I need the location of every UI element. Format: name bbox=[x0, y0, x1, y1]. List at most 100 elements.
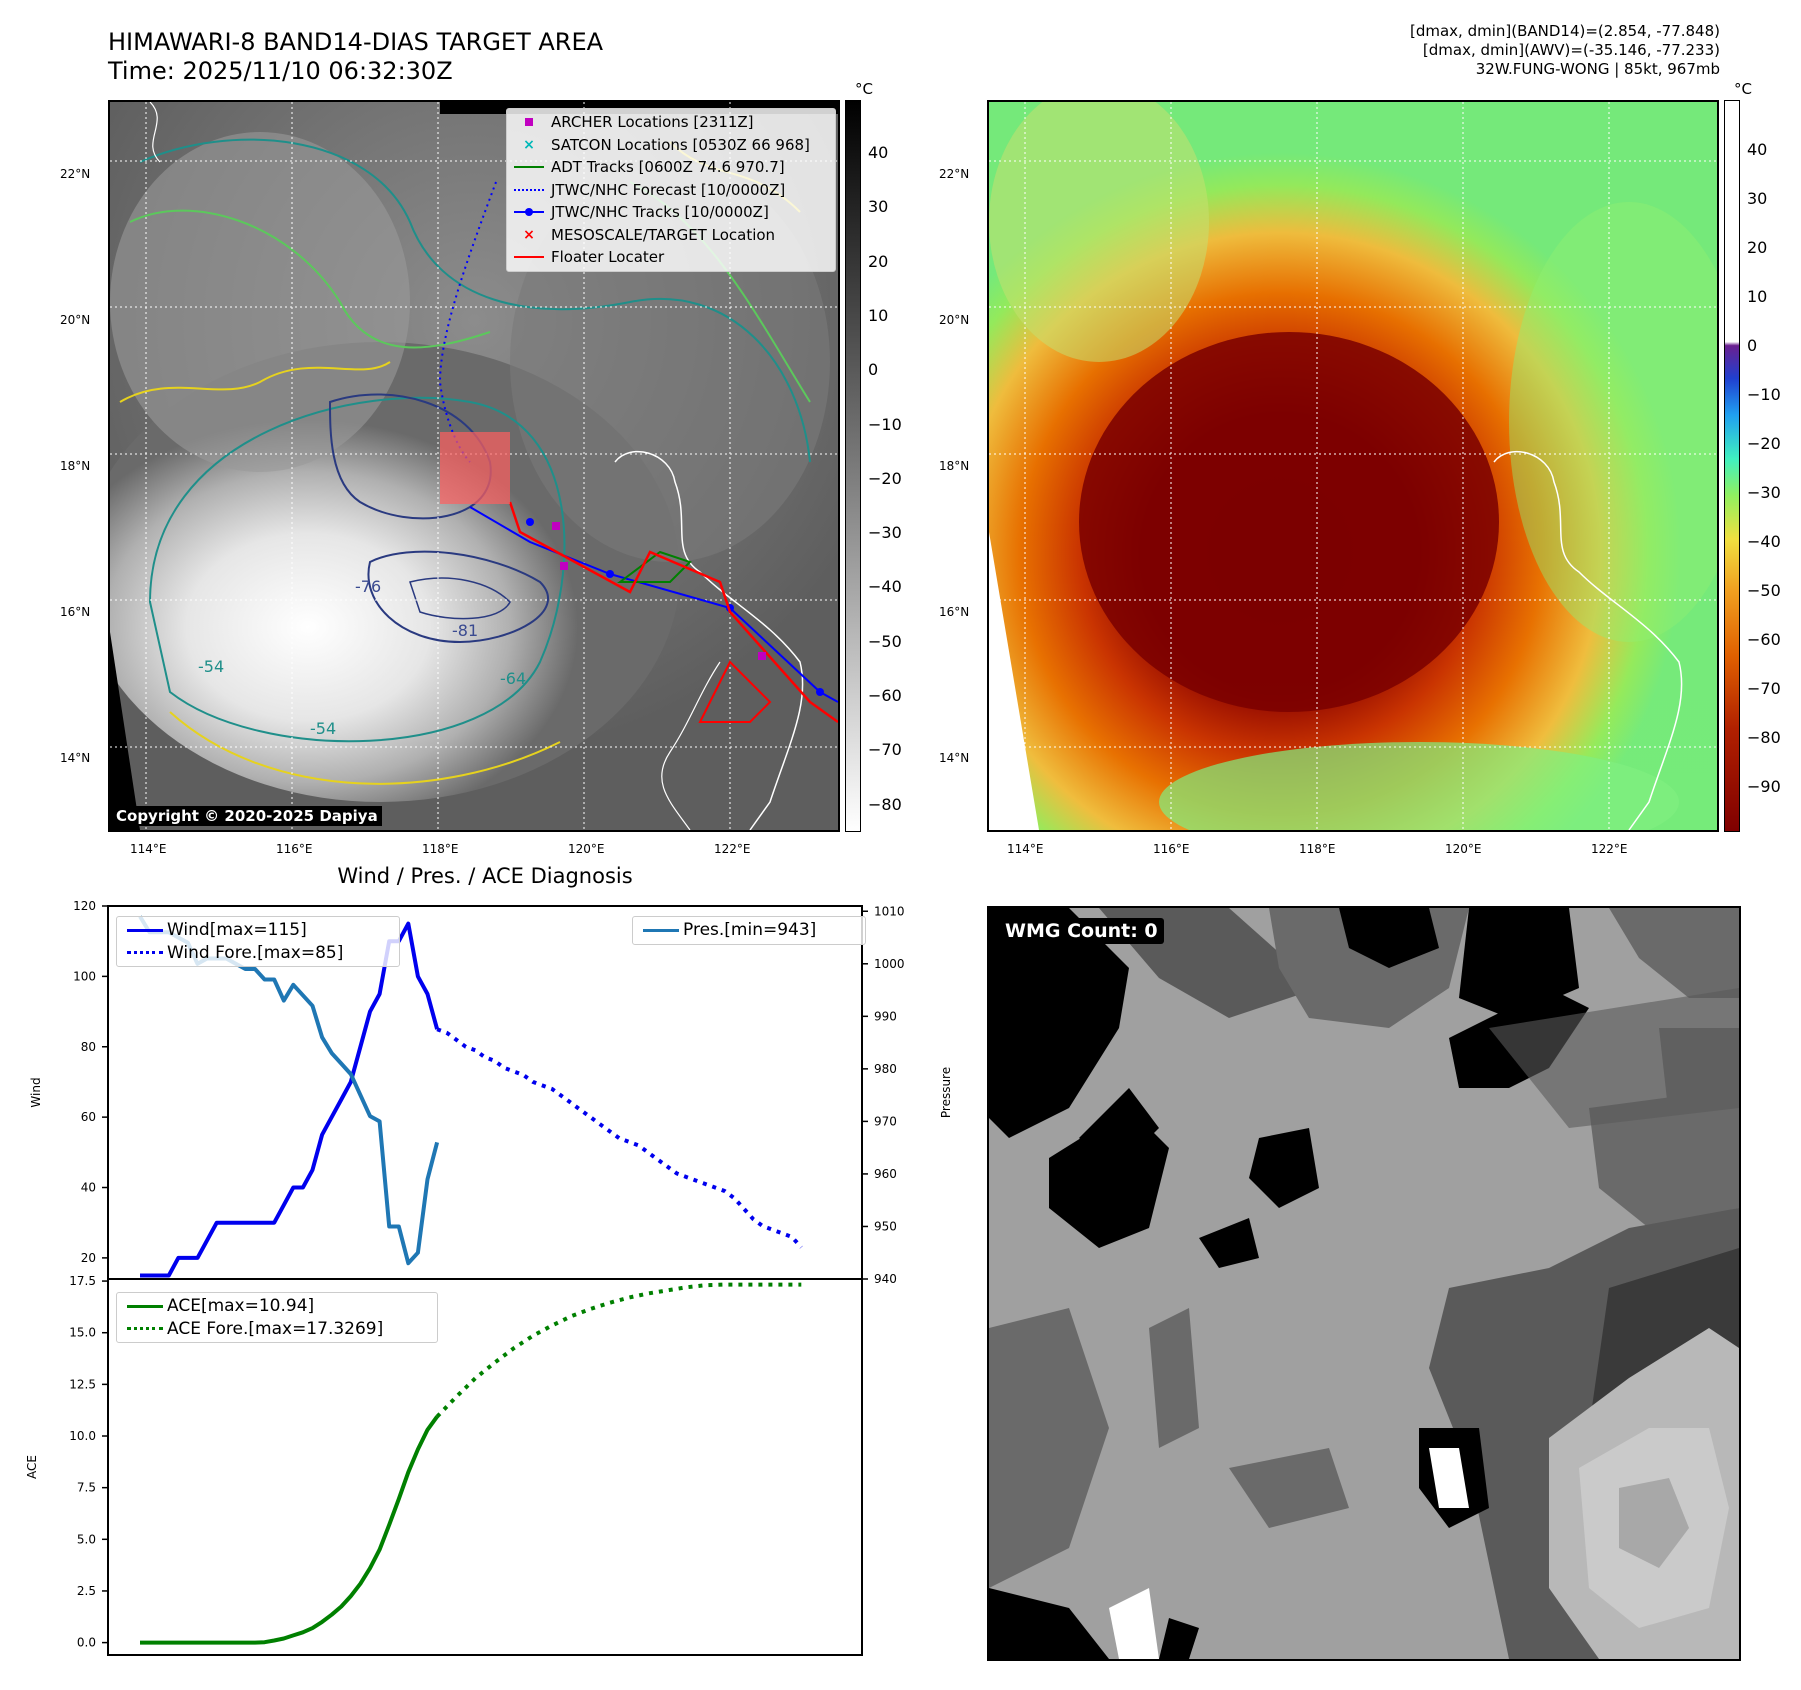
ace-ytick-label: 15.0 bbox=[69, 1326, 96, 1340]
coastline-luzon bbox=[614, 451, 804, 830]
colorbar-tick: −40 bbox=[1747, 532, 1781, 551]
lat-label: 20°N bbox=[60, 313, 91, 327]
north-cloud-band bbox=[110, 132, 410, 472]
pressure-ytick-label: 990 bbox=[874, 1009, 897, 1023]
square-marker-icon bbox=[507, 118, 551, 127]
lat-label: 16°N bbox=[60, 605, 91, 619]
colorbar-tick: 20 bbox=[868, 251, 889, 271]
colorbar-tick: −40 bbox=[868, 577, 902, 597]
wind-ytick-label: 120 bbox=[73, 899, 96, 913]
wmg-svg bbox=[989, 908, 1739, 1659]
lon-label: 116°E bbox=[1153, 842, 1190, 856]
colorbar-tick: −30 bbox=[1747, 483, 1781, 502]
jtwc-track-points bbox=[526, 518, 824, 696]
floater-track bbox=[508, 501, 838, 724]
contour-label-64: -64 bbox=[500, 669, 526, 688]
wind-ytick-label: 20 bbox=[81, 1251, 96, 1265]
wmg-bright-region bbox=[1549, 1328, 1739, 1659]
contour-inner-2 bbox=[367, 550, 549, 644]
wind-ytick-label: 40 bbox=[81, 1181, 96, 1195]
colorbar-tick: −50 bbox=[1747, 581, 1781, 600]
lat-label: 18°N bbox=[60, 459, 91, 473]
ace-plot: 17.5 15.0 12.5 10.0 7.5 5.0 2.5 0.0 ACE bbox=[25, 1274, 863, 1656]
ace-ytick-label: 0.0 bbox=[77, 1636, 96, 1650]
pressure-axis-label: Pressure bbox=[939, 1067, 953, 1118]
colorbar-tick: −60 bbox=[868, 686, 902, 705]
dotted-line-icon bbox=[123, 1327, 167, 1331]
diagnosis-title: Wind / Pres. / ACE Diagnosis bbox=[337, 864, 633, 888]
colorbar-tick: −80 bbox=[1747, 728, 1781, 747]
legend-label: ACE[max=10.94] bbox=[167, 1296, 315, 1317]
contour-north bbox=[139, 138, 811, 463]
cloud-patch-1 bbox=[989, 102, 1209, 362]
lat-label: 22°N bbox=[939, 167, 970, 181]
legend-label: JTWC/NHC Tracks [10/0000Z] bbox=[551, 203, 769, 222]
floater-box bbox=[698, 660, 772, 723]
enhanced-gridlines bbox=[989, 102, 1717, 830]
line-dot-icon bbox=[507, 208, 551, 217]
line-marker-icon bbox=[507, 256, 551, 259]
contour-label-81: -81 bbox=[452, 621, 478, 640]
wind-axis-label: Wind bbox=[29, 1077, 43, 1107]
pressure-ytick-label: 940 bbox=[874, 1272, 897, 1286]
colorbar-tick: 30 bbox=[1747, 189, 1768, 208]
pressure-ytick-label: 950 bbox=[874, 1219, 897, 1233]
pressure-ytick-label: 980 bbox=[874, 1062, 897, 1076]
legend-item-ace: ACE[max=10.94] bbox=[123, 1295, 431, 1318]
colorbar-tick: −70 bbox=[1747, 679, 1781, 698]
lon-label: 122°E bbox=[1591, 842, 1628, 856]
dotted-line-icon bbox=[123, 951, 167, 955]
figure-title: HIMAWARI-8 BAND14-DIAS TARGET AREA Time:… bbox=[108, 28, 603, 86]
legend-item-wind: Wind[max=115] bbox=[123, 919, 393, 942]
colorbar-tick: −20 bbox=[1747, 434, 1781, 453]
color-colorbar-unit: °C bbox=[1734, 80, 1752, 98]
legend-label: ARCHER Locations [2311Z] bbox=[551, 113, 754, 132]
lon-label: 118°E bbox=[1299, 842, 1336, 856]
cloud-patch-3 bbox=[1159, 742, 1679, 830]
contour-label-76: -76 bbox=[355, 577, 381, 596]
colorbar-tick: −20 bbox=[868, 468, 902, 488]
ace-ytick-label: 17.5 bbox=[69, 1274, 96, 1288]
lat-label: 22°N bbox=[60, 167, 91, 181]
line-marker-icon bbox=[123, 928, 167, 932]
ace-ytick-label: 2.5 bbox=[77, 1584, 96, 1598]
nodata-left-corner bbox=[110, 632, 140, 830]
colorbar-tick: 0 bbox=[1747, 336, 1758, 355]
colorbar-tick: 30 bbox=[868, 197, 889, 217]
coastline-luzon bbox=[1493, 451, 1683, 830]
legend-item-floater: Floater Locater bbox=[507, 246, 835, 269]
contour-label-54b: -54 bbox=[310, 719, 336, 738]
colorbar-tick: −30 bbox=[868, 523, 902, 543]
x-marker-icon: × bbox=[523, 226, 535, 243]
lon-label: 120°E bbox=[568, 842, 605, 856]
colorbar-tick: −60 bbox=[1747, 630, 1781, 649]
coastline-west bbox=[661, 661, 721, 830]
ace-plot-frame bbox=[107, 1278, 863, 1656]
dotted-line-icon bbox=[507, 188, 551, 191]
colorbar-tick: −10 bbox=[1747, 385, 1781, 404]
colorbar-tick: −50 bbox=[868, 631, 902, 651]
wmg-count-badge: WMG Count: 0 bbox=[999, 918, 1164, 944]
ir-map-panel: -76 -81 -54 -54 -64 bbox=[108, 100, 840, 832]
lon-label: 122°E bbox=[714, 842, 751, 856]
ace-ytick-label: 12.5 bbox=[69, 1377, 96, 1391]
legend-label: Wind Fore.[max=85] bbox=[167, 942, 344, 963]
x-marker-icon: × bbox=[523, 136, 535, 153]
ace-line bbox=[140, 1415, 439, 1645]
info-line-1: [dmax, dmin](BAND14)=(2.854, -77.848) bbox=[1409, 22, 1720, 40]
legend-label: Pres.[min=943] bbox=[683, 920, 817, 941]
colorbar-tick: −70 bbox=[868, 740, 902, 760]
colorbar-tick: 10 bbox=[868, 305, 889, 325]
coastline-china bbox=[149, 102, 161, 163]
info-line-2: [dmax, dmin](AWV)=(-35.146, -77.233) bbox=[1422, 41, 1720, 59]
lat-label: 14°N bbox=[60, 751, 91, 765]
pressure-line bbox=[138, 915, 440, 1266]
enhanced-ir-svg bbox=[989, 102, 1717, 830]
gray-colorbar-unit: °C bbox=[855, 80, 873, 98]
legend-label: ADT Tracks [0600Z 74.6 970.7] bbox=[551, 158, 785, 177]
lon-label: 114°E bbox=[130, 842, 167, 856]
gray-colorbar bbox=[845, 100, 861, 832]
ace-axis-label: ACE bbox=[25, 1455, 39, 1479]
legend-label: Floater Locater bbox=[551, 248, 665, 267]
archer-locations bbox=[552, 522, 766, 660]
